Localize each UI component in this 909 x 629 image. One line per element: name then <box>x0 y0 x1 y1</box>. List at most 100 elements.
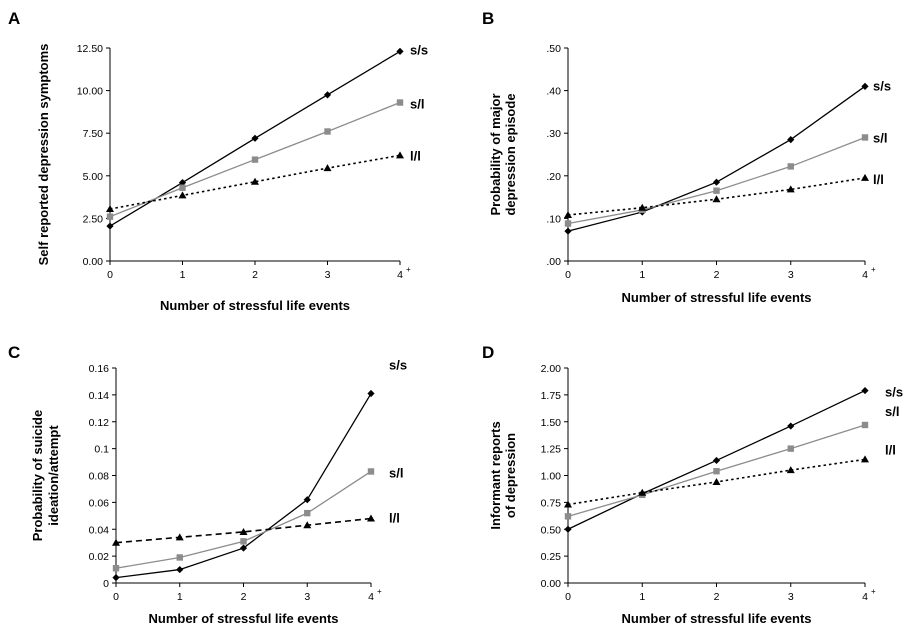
panel-c-x-axis-title: Number of stressful life events <box>149 611 339 626</box>
panel-b-letter: B <box>482 9 494 28</box>
panel-c-point-l-l <box>367 514 375 522</box>
panel-a-point-l-l <box>178 191 187 199</box>
panel-d-label-s-s: s/s <box>885 385 903 400</box>
panel-d-y-tick-label: 0.50 <box>541 524 562 536</box>
panel-c-point-l-l <box>112 538 120 546</box>
panel-b-point-l-l <box>861 173 869 181</box>
panel-b-point-s-l <box>861 134 869 141</box>
panel-c-point-s-s <box>239 544 248 552</box>
panel-c-point-s-l <box>304 509 311 517</box>
panel-c-y-tick-label: 0.12 <box>89 417 110 429</box>
panel-c-point-s-s <box>176 565 184 574</box>
panel-c-x-tick-label: 3 <box>304 591 310 603</box>
panel-c-line-l-l <box>115 517 372 544</box>
panel-b-y-tick-label: .10 <box>546 213 561 225</box>
panel-a-point-l-l <box>251 177 259 185</box>
panel-c-x-tick-label: 4 <box>368 591 374 603</box>
panel-d-point-s-s <box>564 525 572 533</box>
panel-b-point-l-l <box>712 195 721 203</box>
panel-b-point-s-l <box>713 187 720 194</box>
panel-c: C 0 0.02 0.04 0.06 0.08 0.1 0.12 0.14 0.16 0 1 2 3 4 + N… <box>8 343 407 626</box>
panel-d-point-l-l <box>861 455 869 463</box>
panel-c-y-axis-title: Probability of suicide <box>30 410 45 541</box>
panel-b-y-tick-label: .20 <box>546 171 561 183</box>
panel-d-letter: D <box>482 343 494 362</box>
panel-c-x-tick-superscript: + <box>377 587 382 596</box>
panel-c-point-s-l <box>240 538 247 545</box>
panel-c-series-s-s: s/s <box>112 358 407 582</box>
panel-c-y-tick-label: 0.14 <box>89 390 110 402</box>
panel-a-point-s-s <box>396 47 404 56</box>
panel-a-point-s-s <box>106 222 114 230</box>
panel-c-series-s-l: s/l <box>112 465 403 572</box>
panel-d-series-s-l: s/l <box>564 404 899 520</box>
panel-d-point-l-l <box>786 466 795 474</box>
panel-c-x-tick-label: 0 <box>113 591 119 603</box>
panel-a-y-tick-label: 10.00 <box>77 86 103 98</box>
panel-c-label-s-s: s/s <box>389 358 407 373</box>
panel-c-x-tick-label: 1 <box>177 591 183 603</box>
panel-a-point-s-s <box>323 91 332 99</box>
panel-b-series-l-l: l/l <box>564 172 884 218</box>
panel-c-y-tick-label: 0.02 <box>89 551 110 563</box>
panel-a-point-s-l <box>179 184 186 191</box>
panel-a-x-tick-superscript: + <box>406 265 411 274</box>
panel-d-y-axis-title: of depression <box>503 433 518 518</box>
panel-a-series-s-l: s/l <box>106 97 424 220</box>
panel-c-y-tick-label: 0.16 <box>89 363 110 375</box>
panel-b-y-axis-title: Probability of major <box>488 93 503 215</box>
panel-d-point-s-l <box>787 445 794 452</box>
panel-a-point-s-l <box>324 128 331 135</box>
panel-a-point-s-l <box>396 99 404 106</box>
panel-b-y-tick-label: .00 <box>546 256 561 268</box>
panel-d-y-tick-label: 0.00 <box>541 578 562 590</box>
panel-d-x-tick-label: 0 <box>565 591 571 603</box>
panel-b-point-s-s <box>861 82 869 90</box>
panel-d-y-tick-label: 1.50 <box>541 417 562 429</box>
panel-b-point-s-s <box>787 135 795 144</box>
panel-c-x-tick-label: 2 <box>241 591 247 603</box>
panel-d-point-s-l <box>861 421 869 429</box>
panel-b-x-axis-title: Number of stressful life events <box>622 290 812 305</box>
panel-d-x-axis-title: Number of stressful life events <box>622 611 812 626</box>
panel-b: B .00 .10 .20 .30 .40 .50 0 1 2 3 4 + Number of stres… <box>482 9 891 305</box>
panel-c-line-s-l <box>115 470 372 569</box>
panel-d-y-tick-label: 0.75 <box>541 497 562 509</box>
panel-b-x-tick-label: 3 <box>788 269 794 281</box>
panel-a-y-tick-label: 2.50 <box>83 213 104 225</box>
panel-d-y-tick-label: 1.25 <box>541 444 562 456</box>
panel-a-y-tick-label: 7.50 <box>83 128 104 140</box>
panel-a-point-s-s <box>251 134 259 142</box>
panel-a-label-l-l: l/l <box>410 148 421 163</box>
panel-b-y-tick-label: .30 <box>546 128 561 140</box>
panel-a-x-tick-label: 2 <box>252 269 258 281</box>
panel-b-x-tick-superscript: + <box>871 265 876 274</box>
panel-a-point-s-l <box>251 156 259 163</box>
panel-b-point-l-l <box>638 203 647 211</box>
panel-a-point-s-s <box>178 179 187 187</box>
panel-d-series-s-s: s/s <box>564 385 903 533</box>
panel-d-series-l-l: l/l <box>564 442 896 508</box>
panel-a-x-tick-label: 0 <box>107 269 113 281</box>
panel-b-series-s-l: s/l <box>564 130 887 227</box>
panel-c-y-tick-label: 0.06 <box>89 497 110 509</box>
panel-c-point-l-l <box>239 527 248 535</box>
panel-a-point-l-l <box>106 205 114 213</box>
panel-b-x-tick-label: 1 <box>639 269 645 281</box>
panel-d-x-tick-label: 2 <box>714 591 720 603</box>
panel-a-x-tick-label: 4 <box>397 269 403 281</box>
panel-b-label-l-l: l/l <box>873 172 884 187</box>
panel-c-y-tick-label: 0.08 <box>89 471 110 483</box>
panel-c-point-l-l <box>175 533 184 541</box>
panel-d-point-s-s <box>861 386 869 395</box>
panel-a-y-axis-title: Self reported depression symptoms <box>36 44 51 266</box>
panel-d-y-tick-label: 1.00 <box>541 471 562 483</box>
panel-d-point-s-l <box>564 513 572 520</box>
panel-a-series-l-l: l/l <box>106 148 421 213</box>
panel-d-x-tick-label: 1 <box>639 591 645 603</box>
panel-a-y-tick-label: 5.00 <box>83 171 104 183</box>
panel-a-point-l-l <box>396 151 404 159</box>
panel-a-x-axis-title: Number of stressful life events <box>160 298 350 313</box>
panel-a-point-l-l <box>323 164 332 172</box>
